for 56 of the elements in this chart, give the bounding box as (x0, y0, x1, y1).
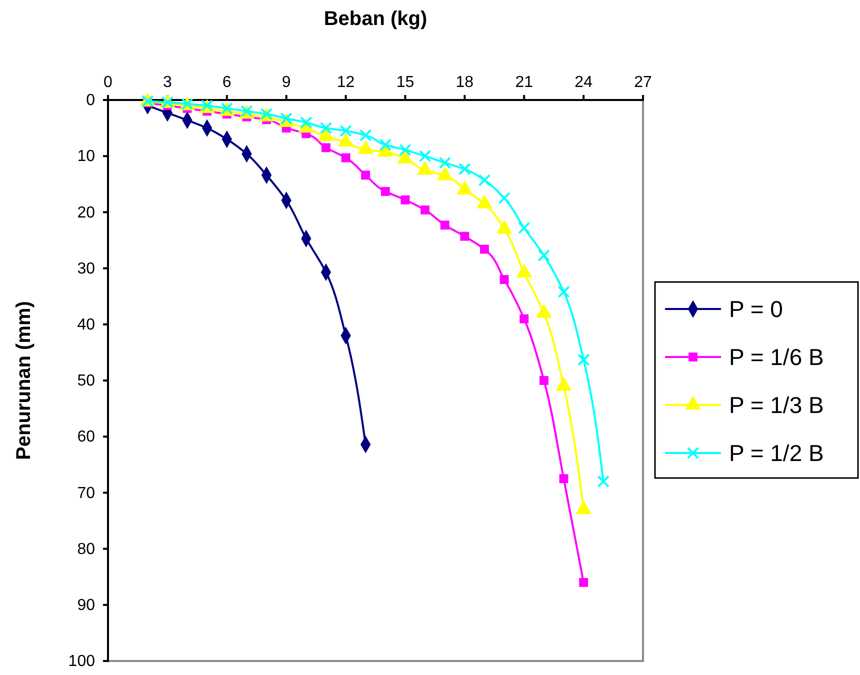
point (380, 186, 390, 196)
point (518, 222, 530, 234)
y-tick-label: 80 (77, 540, 96, 558)
point (379, 138, 392, 151)
point (438, 156, 451, 169)
y-tick-label: 30 (77, 260, 96, 278)
point (418, 150, 432, 162)
x-tick-label: 24 (574, 74, 593, 91)
point (399, 144, 412, 156)
point (321, 143, 330, 152)
legend-label: P = 1/3 B (729, 392, 824, 418)
point (597, 475, 610, 488)
x-tick-label: 9 (282, 74, 291, 91)
point (480, 244, 489, 254)
y-tick-label: 60 (77, 428, 96, 446)
x-tick-label: 15 (396, 74, 414, 91)
point (361, 170, 370, 180)
point (340, 124, 352, 137)
x-tick-label: 18 (456, 74, 474, 91)
point (538, 249, 550, 262)
x-axis-title: Beban (kg) (324, 8, 428, 30)
y-tick-label: 20 (77, 204, 96, 222)
y-tick-label: 90 (77, 597, 96, 614)
point (539, 376, 548, 385)
y-tick-label: 0 (86, 92, 96, 110)
point (577, 354, 590, 366)
point (400, 195, 410, 204)
point (460, 232, 470, 241)
point (520, 314, 529, 324)
point (559, 474, 568, 484)
y-axis-title: Penurunan (mm) (13, 301, 35, 460)
x-tick-label: 27 (634, 74, 652, 91)
x-tick-label: 6 (222, 74, 232, 91)
point (359, 129, 372, 142)
legend-label: P = 1/6 B (729, 344, 824, 370)
legend-label: P = 0 (729, 296, 783, 322)
x-tick-label: 0 (104, 74, 113, 91)
point (558, 286, 570, 298)
y-tick-label: 100 (68, 653, 96, 670)
y-tick-label: 40 (77, 316, 96, 334)
point (440, 220, 450, 230)
x-tick-label: 12 (336, 74, 355, 91)
y-tick-label: 70 (77, 484, 96, 502)
x-tick-label: 21 (515, 74, 534, 91)
point (500, 275, 509, 284)
y-tick-label: 10 (77, 148, 96, 166)
point (579, 578, 588, 587)
point (420, 205, 430, 214)
point (478, 174, 491, 186)
point (458, 162, 471, 176)
point (320, 122, 332, 134)
point (498, 192, 510, 204)
x-tick-label: 3 (162, 74, 172, 91)
y-tick-label: 50 (77, 372, 96, 390)
legend-label: P = 1/2 B (729, 440, 824, 466)
point (341, 153, 350, 162)
